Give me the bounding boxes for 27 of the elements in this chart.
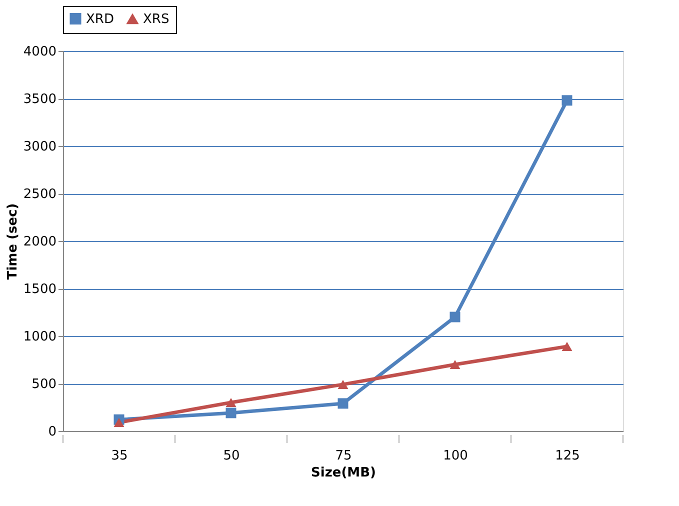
point (114, 418, 124, 427)
y-tick-label: 1000 (23, 330, 56, 344)
x-tick-label: 50 (223, 448, 240, 464)
legend-label: XRS (143, 12, 170, 28)
x-tick-label: 35 (111, 448, 128, 464)
x-axis-title: Size(MB) (311, 466, 376, 480)
point (338, 380, 348, 389)
point (562, 342, 572, 351)
y-tick-label: 2000 (23, 234, 56, 250)
x-tick-label: 100 (443, 448, 468, 464)
y-tick-label: 3000 (23, 140, 56, 154)
y-tick-label: 3500 (23, 92, 56, 107)
x-tick-label: 75 (335, 448, 352, 464)
legend-label: XRD (86, 12, 114, 27)
x-tick-label: 125 (555, 448, 580, 464)
y-tick-label: 4000 (23, 44, 56, 60)
y-tick-label: 500 (32, 377, 56, 392)
y-tick-label: 1500 (23, 282, 56, 297)
point (562, 95, 572, 106)
y-tick-label: 2500 (23, 187, 56, 202)
point (226, 408, 236, 418)
point (338, 398, 348, 409)
point (450, 312, 460, 322)
point (450, 360, 460, 370)
y-tick-label: 0 (48, 424, 56, 440)
y-axis-title: Time (sec) (5, 203, 20, 280)
point (226, 398, 236, 408)
